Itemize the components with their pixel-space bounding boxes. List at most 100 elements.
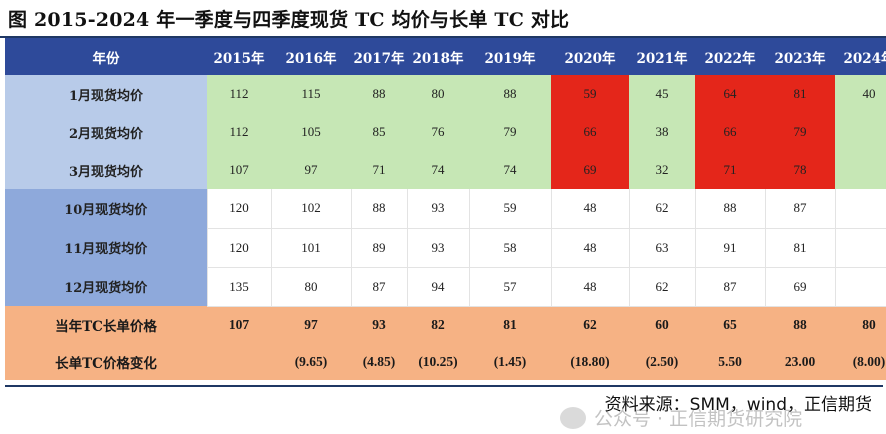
- bottom-rule: [5, 385, 883, 387]
- table-cell: (10.25): [407, 343, 469, 380]
- table-cell: [834, 228, 886, 268]
- figure-title: 图 2015-2024 年一季度与四季度现货 TC 均价与长单 TC 对比: [8, 8, 570, 31]
- table-cell: 135: [206, 267, 271, 307]
- row-label: 10月现货均价: [5, 189, 207, 228]
- table-cell: 88: [765, 306, 835, 343]
- table-cell: 64: [695, 75, 765, 113]
- table-cell: 112: [207, 113, 271, 151]
- table-cell: 23.00: [765, 343, 835, 380]
- table-cell: 93: [406, 189, 469, 229]
- table-cell: 59: [551, 75, 629, 113]
- header-year: 2023年: [765, 38, 835, 75]
- table-row: 3月现货均价 107 97 71 74 74 69 32 71 78: [5, 151, 886, 189]
- table-cell: (18.80): [551, 343, 629, 380]
- wechat-logo-icon: [560, 406, 586, 429]
- header-year: 2022年: [695, 38, 765, 75]
- table-cell: 78: [765, 151, 835, 189]
- table-cell: 74: [407, 151, 469, 189]
- table-cell: 93: [406, 228, 469, 268]
- row-label: 2月现货均价: [5, 113, 207, 151]
- table-cell: 76: [407, 113, 469, 151]
- table-cell: 80: [270, 267, 351, 307]
- table-cell: 120: [206, 189, 271, 229]
- table-cell: 60: [629, 306, 695, 343]
- table-cell: [207, 343, 271, 380]
- table-row: 长单TC价格变化 (9.65) (4.85) (10.25) (1.45) (18.80)…: [5, 343, 886, 380]
- table-cell: [834, 189, 886, 229]
- watermark: 公众号 · 正信期货研究院: [560, 404, 802, 431]
- table-cell: 97: [271, 151, 351, 189]
- table-cell: 101: [270, 228, 351, 268]
- table-cell: 87: [694, 267, 765, 307]
- table-cell: 62: [628, 267, 695, 307]
- table-cell: 38: [629, 113, 695, 151]
- table-cell: 62: [628, 189, 695, 229]
- table-cell: 88: [469, 75, 551, 113]
- table-cell: 74: [469, 151, 551, 189]
- table-cell: [834, 267, 886, 307]
- table-cell: 97: [271, 306, 351, 343]
- table-cell: 65: [695, 306, 765, 343]
- table-header-row: 年份 2015年 2016年 2017年 2018年 2019年 2020年 2021年 20…: [5, 38, 886, 75]
- table-cell: 94: [406, 267, 469, 307]
- table-cell: 81: [469, 306, 551, 343]
- table-cell: (4.85): [351, 343, 407, 380]
- row-label: 12月现货均价: [5, 267, 207, 306]
- table-cell: 105: [271, 113, 351, 151]
- tc-comparison-table: 年份 2015年 2016年 2017年 2018年 2019年 2020年 2021年 20…: [5, 38, 886, 380]
- table-cell: 48: [550, 189, 629, 229]
- table-cell: 45: [629, 75, 695, 113]
- title-bar: 图 2015-2024 年一季度与四季度现货 TC 均价与长单 TC 对比: [0, 0, 886, 38]
- table-row: 12月现货均价 135 80 87 94 57 48 62 87 69: [5, 267, 886, 307]
- table-row: 当年TC长单价格 107 97 93 82 81 62 60 65 88 80: [5, 306, 886, 343]
- row-label: 长单TC价格变化: [5, 343, 207, 380]
- table-cell: 5.50: [695, 343, 765, 380]
- table-cell: 81: [765, 75, 835, 113]
- table-cell: 91: [694, 228, 765, 268]
- table-cell: 88: [694, 189, 765, 229]
- table-cell: 80: [835, 306, 886, 343]
- header-year: 2021年: [629, 38, 695, 75]
- table-cell: 59: [468, 189, 551, 229]
- table-cell: 58: [468, 228, 551, 268]
- row-label: 1月现货均价: [5, 75, 207, 113]
- header-year: 2015年: [207, 38, 271, 75]
- header-year-label: 年份: [5, 38, 207, 75]
- table-cell: 66: [695, 113, 765, 151]
- table-cell: 85: [351, 113, 407, 151]
- table-cell: 66: [551, 113, 629, 151]
- table-cell: 69: [551, 151, 629, 189]
- table-cell: 62: [551, 306, 629, 343]
- table-cell: 87: [350, 267, 407, 307]
- header-year: 2020年: [551, 38, 629, 75]
- table-row: 2月现货均价 112 105 85 76 79 66 38 66 79: [5, 113, 886, 151]
- table-row: 1月现货均价 112 115 88 80 88 59 45 64 81 40: [5, 75, 886, 113]
- header-year: 2018年: [407, 38, 469, 75]
- table-cell: (8.00): [835, 343, 886, 380]
- table-cell: 71: [695, 151, 765, 189]
- table-cell: (9.65): [271, 343, 351, 380]
- table-cell: 69: [764, 267, 835, 307]
- table-cell: 88: [351, 75, 407, 113]
- table-cell: 120: [206, 228, 271, 268]
- table-cell: 87: [764, 189, 835, 229]
- header-year: 2017年: [351, 38, 407, 75]
- table-cell: [835, 113, 886, 151]
- table-cell: 63: [628, 228, 695, 268]
- table-cell: 57: [468, 267, 551, 307]
- row-label: 11月现货均价: [5, 228, 207, 267]
- table-cell: 32: [629, 151, 695, 189]
- table-cell: 107: [207, 306, 271, 343]
- table-cell: 79: [469, 113, 551, 151]
- table-cell: [835, 151, 886, 189]
- table-cell: (1.45): [469, 343, 551, 380]
- table-cell: 71: [351, 151, 407, 189]
- source-note: 资料来源：SMM，wind，正信期货: [604, 395, 872, 415]
- table-cell: 89: [350, 228, 407, 268]
- table-cell: 115: [271, 75, 351, 113]
- table-cell: 48: [550, 267, 629, 307]
- table-cell: (2.50): [629, 343, 695, 380]
- table-row: 10月现货均价 120 102 88 93 59 48 62 88 87: [5, 189, 886, 229]
- table-cell: 40: [835, 75, 886, 113]
